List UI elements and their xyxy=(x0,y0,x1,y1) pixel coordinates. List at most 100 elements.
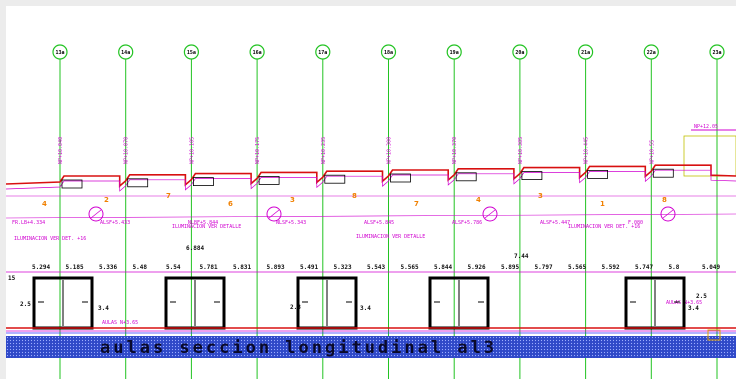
gutter-box xyxy=(587,169,608,179)
beam-hatch xyxy=(484,209,496,219)
level-label: NP+10.385 xyxy=(518,137,524,164)
grid-bubble xyxy=(577,44,594,60)
gutter-box xyxy=(192,177,214,187)
cad-drawing-canvas[interactable]: 13a 14a 15a 16a 17a 18a 19a 20a 21a 22a 23a NP+10.… xyxy=(6,6,736,379)
gutter-box xyxy=(652,168,674,178)
level-label: NP+10.105 xyxy=(189,137,195,164)
grid-bubbles: 13a 14a 15a 16a 17a 18a 19a 20a 21a 22a 23a xyxy=(52,44,725,60)
dimension-value: 5.895 xyxy=(501,264,519,271)
marker-number: 3 xyxy=(538,192,543,200)
note-text: ILUMINACION VER DETALLE xyxy=(356,234,425,240)
beam-circle xyxy=(660,206,676,222)
small-label: NLSF+5.343 xyxy=(276,220,306,226)
beam-line xyxy=(6,213,736,219)
marker-number: 7 xyxy=(414,200,419,208)
gutter-box xyxy=(390,173,411,183)
grid-axis-label: 21a xyxy=(581,50,590,56)
dimension-value: 5.48 xyxy=(133,264,148,271)
grid-bubble xyxy=(183,44,199,60)
beam-hatch xyxy=(268,209,280,219)
level-label: NP+10.235 xyxy=(321,137,327,164)
small-label: NLBF+5.844 xyxy=(188,220,218,226)
grid-axis-label: 23a xyxy=(712,50,721,56)
grid-axis-label: 22a xyxy=(647,50,656,56)
dimension-value: 5.565 xyxy=(401,264,419,271)
grid-axis-label: 18a xyxy=(384,50,393,56)
grid-bubble xyxy=(446,44,462,60)
gutter-box xyxy=(324,174,346,184)
small-labels: FR.LB+4.334 ALSF+5.433 NLBF+5.844 NLSF+5.34… xyxy=(12,220,643,226)
grid-axis-label: 20a xyxy=(515,50,524,56)
dimension-value: 5.294 xyxy=(32,264,50,271)
dimension-value: 5.844 xyxy=(434,264,452,271)
grid-bubble xyxy=(380,44,397,60)
dimension-extra: 2.5 xyxy=(696,293,707,300)
section-drawing: 13a 14a 15a 16a 17a 18a 19a 20a 21a 22a 23a NP+10.… xyxy=(6,44,736,379)
marker-number: 3 xyxy=(290,196,295,204)
marker-number: 1 xyxy=(600,200,605,208)
notes: ILUMINACION VER DET. +16 ILUMINACION VER … xyxy=(14,224,702,326)
dimension-row: 5.294 5.185 5.336 5.48 5.54 5.781 5.831 5.893 5.… xyxy=(6,245,736,312)
beam-hatch xyxy=(662,209,674,219)
dimension-extra: 7.44 xyxy=(514,253,529,260)
dimension-value: 5.8 xyxy=(669,264,680,271)
grid-bubble xyxy=(512,44,528,60)
level-label: NP+10.040 xyxy=(58,137,64,164)
gutter-box xyxy=(127,178,149,188)
gutter-box xyxy=(61,179,83,189)
marker-number: 2 xyxy=(104,196,109,204)
note-text: ILUMINACION VER DETALLE xyxy=(172,224,241,230)
small-label: F.080 xyxy=(628,220,643,226)
grid-axis-label: 15a xyxy=(187,50,196,56)
beam-sections xyxy=(88,206,676,222)
dimension-extra: 15 xyxy=(8,275,16,282)
top-right-level: NP+12.05 xyxy=(683,124,736,177)
dimension-value: 5.54 xyxy=(166,264,181,271)
dimension-extra: 3.4 xyxy=(360,305,371,312)
level-label: NP+10.445 xyxy=(584,137,590,164)
drawing-title: aulas seccion longitudinal al3 xyxy=(100,338,497,358)
beam-circle xyxy=(266,206,282,222)
grid-bubble xyxy=(315,44,331,60)
roof-outline xyxy=(6,164,736,188)
marker-number: 6 xyxy=(228,200,233,208)
grid-axis-label: 14a xyxy=(121,50,130,56)
grid-bubble xyxy=(643,44,659,60)
beam-hatch xyxy=(90,209,102,219)
level-label: NP+10.55 xyxy=(649,140,655,164)
dimension-value: 5.831 xyxy=(233,264,251,271)
dimension-extra: 6.884 xyxy=(186,245,204,252)
floor-lines xyxy=(6,327,736,334)
small-label: ALSF+5.786 xyxy=(452,220,482,226)
grid-bubble xyxy=(118,44,134,60)
dimension-value: 5.747 xyxy=(635,264,653,271)
gutter-box xyxy=(521,171,543,181)
level-label: NP+10.175 xyxy=(255,137,261,164)
dimension-value: 5.893 xyxy=(267,264,285,271)
dimension-value: 5.323 xyxy=(334,264,352,271)
level-labels: NP+10.040 NP+10.070 NP+10.105 NP+10.175 NP+1… xyxy=(58,137,655,164)
dimension-value: 5.565 xyxy=(568,264,586,271)
note-text: ILUMINACION VER DET. +16 xyxy=(14,236,86,242)
orange-markers: 4 2 7 6 3 8 7 4 3 1 8 xyxy=(42,192,667,208)
marker-number: 7 xyxy=(166,192,171,200)
dimension-value: 5.336 xyxy=(99,264,117,271)
dimension-value: 5.049 xyxy=(702,264,720,271)
beam-circle xyxy=(482,206,498,222)
beam-circle xyxy=(88,206,104,222)
dimension-extra: 2.5 xyxy=(20,301,31,308)
dimension-value: 5.543 xyxy=(367,264,385,271)
note-text: ILUMINACION VER DET. +16 xyxy=(568,224,640,230)
small-label: FR.LB+4.334 xyxy=(12,220,45,226)
marker-number: 8 xyxy=(352,192,357,200)
marker-number: 8 xyxy=(662,196,667,204)
dimension-value: 5.592 xyxy=(602,264,620,271)
roof-section xyxy=(6,164,736,219)
dimension-value: 5.185 xyxy=(66,264,84,271)
grid-axis-label: 16a xyxy=(253,50,262,56)
grid-bubble xyxy=(709,44,725,60)
ceiling-line xyxy=(6,169,736,192)
level-label: NP+10.370 xyxy=(452,137,458,164)
top-right-level-text: NP+12.05 xyxy=(694,124,718,130)
